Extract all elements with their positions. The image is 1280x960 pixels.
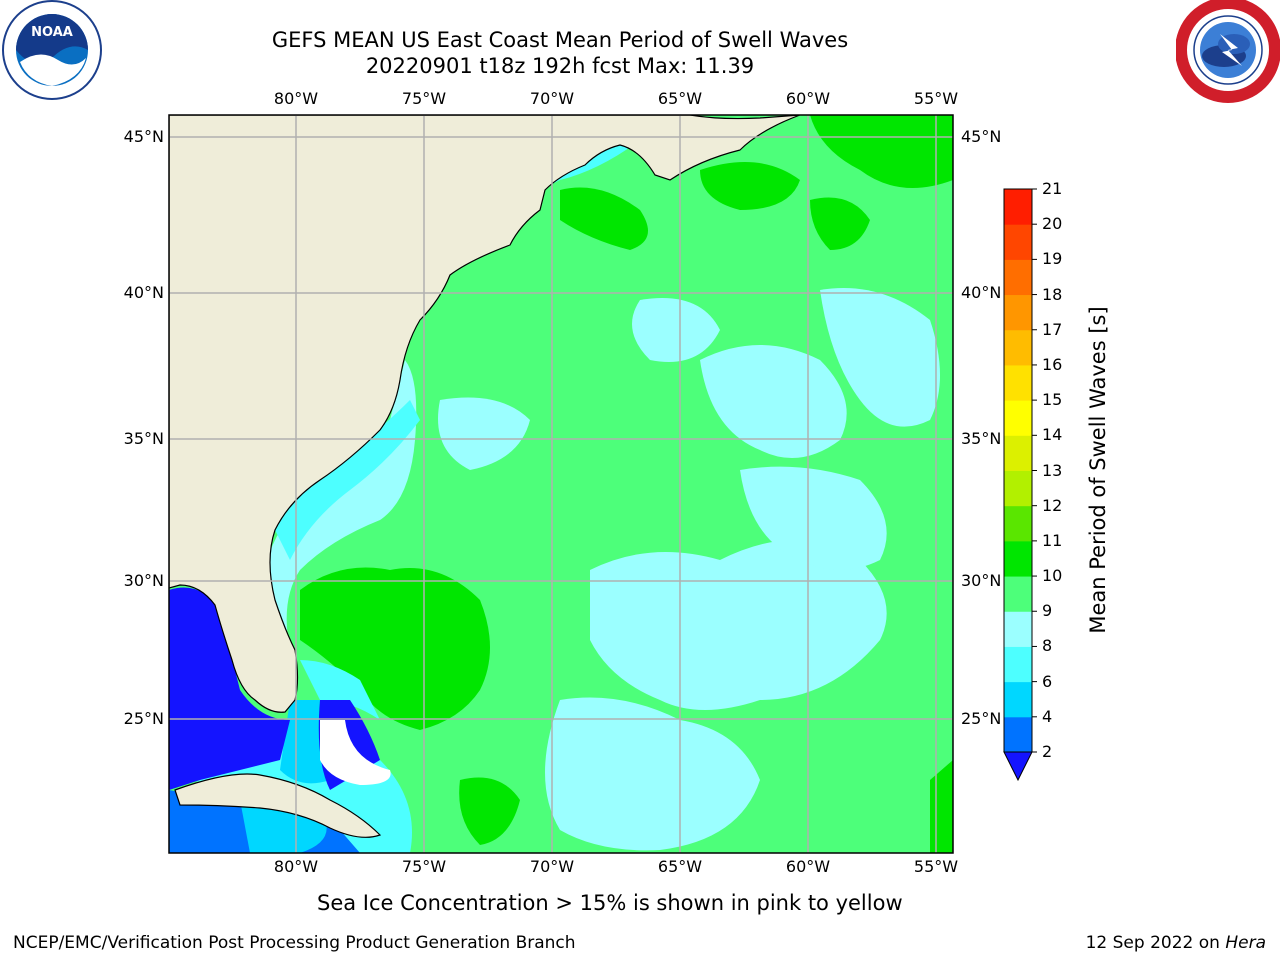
lon-label-bottom: 65°W [657,857,703,876]
colorbar-swatch [1004,400,1032,436]
colorbar-swatch [1004,646,1032,683]
graticule [169,115,953,853]
credit-left: NCEP/EMC/Verification Post Processing Pr… [13,933,576,953]
colorbar-swatch [1004,540,1032,577]
footnote: Sea Ice Concentration > 15% is shown in … [317,891,903,915]
colorbar-tick-label: 15 [1042,390,1063,410]
colorbar-swatch [1004,435,1032,471]
period-band-10-11 [300,115,953,853]
lon-label-top: 60°W [785,89,831,108]
colorbar-swatch [1004,470,1032,507]
lat-label-right: 30°N [961,571,1002,590]
colorbar-under-triangle [1003,751,1033,782]
noaa-logo-text: NOAA [31,25,73,40]
lon-label-top: 80°W [273,89,319,108]
colorbar-tick-label: 16 [1042,354,1063,374]
colorbar-tick-label: 12 [1042,495,1063,515]
colorbar-swatch [1004,611,1032,647]
lat-label-right: 25°N [961,709,1002,728]
lon-label-bottom: 60°W [785,857,831,876]
colorbar-tick-label: 14 [1042,425,1063,445]
colorbar-tick-label: 8 [1042,636,1053,656]
colorbar-tick-label: 21 [1042,179,1063,198]
lon-label-top: 55°W [913,89,959,108]
lon-label-top: 65°W [657,89,703,108]
colorbar-tick-label: 9 [1042,601,1053,621]
lon-label-bottom: 70°W [529,857,575,876]
credit-host: Hera [1225,933,1266,953]
colorbar [1003,188,1037,782]
colorbar-tick-label: 17 [1042,319,1063,339]
noaa-logo-icon: NOAA [2,0,102,100]
colorbar-swatch [1004,681,1032,718]
lon-label-top: 75°W [401,89,447,108]
colorbar-tick-label: 10 [1042,566,1063,586]
colorbar-tick-label: 11 [1042,530,1063,550]
colorbar-tick-label: 13 [1042,460,1063,480]
colorbar-swatch [1004,716,1032,753]
chart-title: GEFS MEAN US East Coast Mean Period of S… [271,28,849,52]
nws-logo-icon [1176,0,1280,103]
lat-label-left: 35°N [123,429,164,448]
colorbar-swatch [1004,364,1032,401]
lon-label-top: 70°W [529,89,575,108]
chart-subtitle: 20220901 t18z 192h fcst Max: 11.39 [365,54,755,78]
colorbar-swatch [1004,329,1032,366]
lat-label-left: 25°N [123,709,164,728]
lon-label-bottom: 80°W [273,857,319,876]
colorbar-swatch [1004,224,1032,260]
credit-date: 12 Sep 2022 on [1085,933,1226,953]
colorbar-tick-label: 19 [1042,249,1063,269]
lat-label-right: 45°N [961,127,1002,146]
colorbar-tick-label: 2 [1042,742,1053,761]
lat-label-right: 40°N [961,283,1002,302]
lat-label-left: 40°N [123,283,164,302]
colorbar-swatch [1004,576,1032,612]
colorbar-swatch [1004,259,1032,296]
colorbar-swatch [1004,505,1032,542]
credit-right: 12 Sep 2022 on Hera [1086,933,1266,953]
land-mass [169,115,801,838]
lon-label-bottom: 55°W [913,857,959,876]
colorbar-tick-label: 4 [1042,706,1053,726]
colorbar-tick-label: 6 [1042,671,1053,691]
colorbar-swatch [1004,294,1032,331]
lon-label-bottom: 75°W [401,857,447,876]
colorbar-tick-label: 18 [1042,284,1063,304]
lat-label-left: 30°N [123,571,164,590]
colorbar-swatch [1004,189,1032,225]
map-frame [168,114,954,854]
colorbar-title: Mean Period of Swell Waves [s] [1086,306,1110,634]
lat-label-right: 35°N [961,429,1002,448]
colorbar-tick-label: 20 [1042,214,1063,234]
lat-label-left: 45°N [123,127,164,146]
